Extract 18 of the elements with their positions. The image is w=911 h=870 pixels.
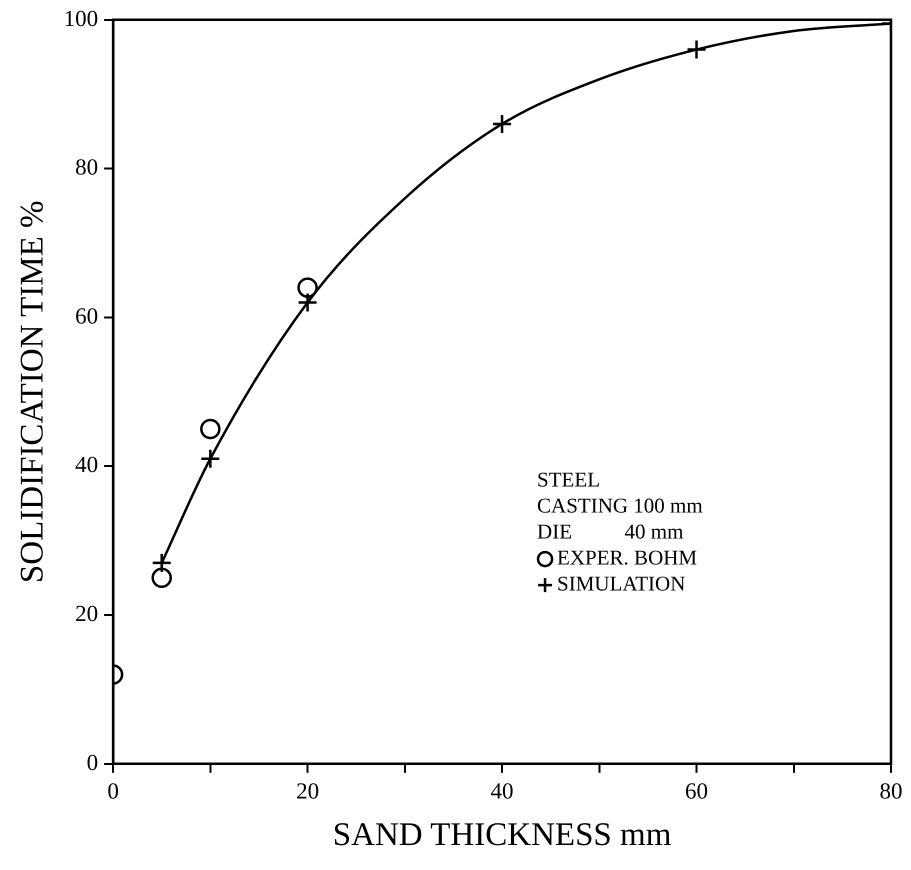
x-axis-title: SAND THICKNESS mm <box>332 816 672 853</box>
legend-label: SIMULATION <box>557 572 686 596</box>
legend-label: EXPER. BOHM <box>557 546 698 570</box>
x-tick-label: 80 <box>880 778 902 804</box>
annotation: DIE 40 mm <box>537 520 684 544</box>
y-tick-label: 60 <box>75 303 98 328</box>
x-tick-label: 20 <box>296 778 320 804</box>
y-tick-label: 80 <box>75 154 98 180</box>
x-tick-label: 60 <box>685 778 708 804</box>
x-tick-label: 40 <box>490 778 514 804</box>
y-tick-label: 0 <box>86 750 98 775</box>
annotation: STEEL <box>537 468 600 492</box>
y-tick-label: 40 <box>75 452 98 478</box>
x-tick-label: 0 <box>107 778 119 804</box>
y-tick-label: 20 <box>75 601 98 626</box>
annotation: CASTING 100 mm <box>537 494 703 518</box>
y-tick-label: 100 <box>64 6 98 31</box>
y-axis-title: SOLIDIFICATION TIME % <box>14 200 50 584</box>
